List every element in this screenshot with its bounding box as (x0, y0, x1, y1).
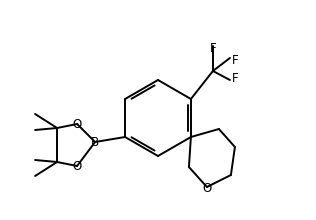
Text: O: O (72, 160, 82, 172)
Text: F: F (210, 42, 216, 55)
Text: O: O (72, 117, 82, 130)
Text: O: O (202, 182, 211, 194)
Text: F: F (232, 72, 238, 84)
Text: F: F (232, 53, 238, 66)
Text: B: B (91, 136, 99, 149)
